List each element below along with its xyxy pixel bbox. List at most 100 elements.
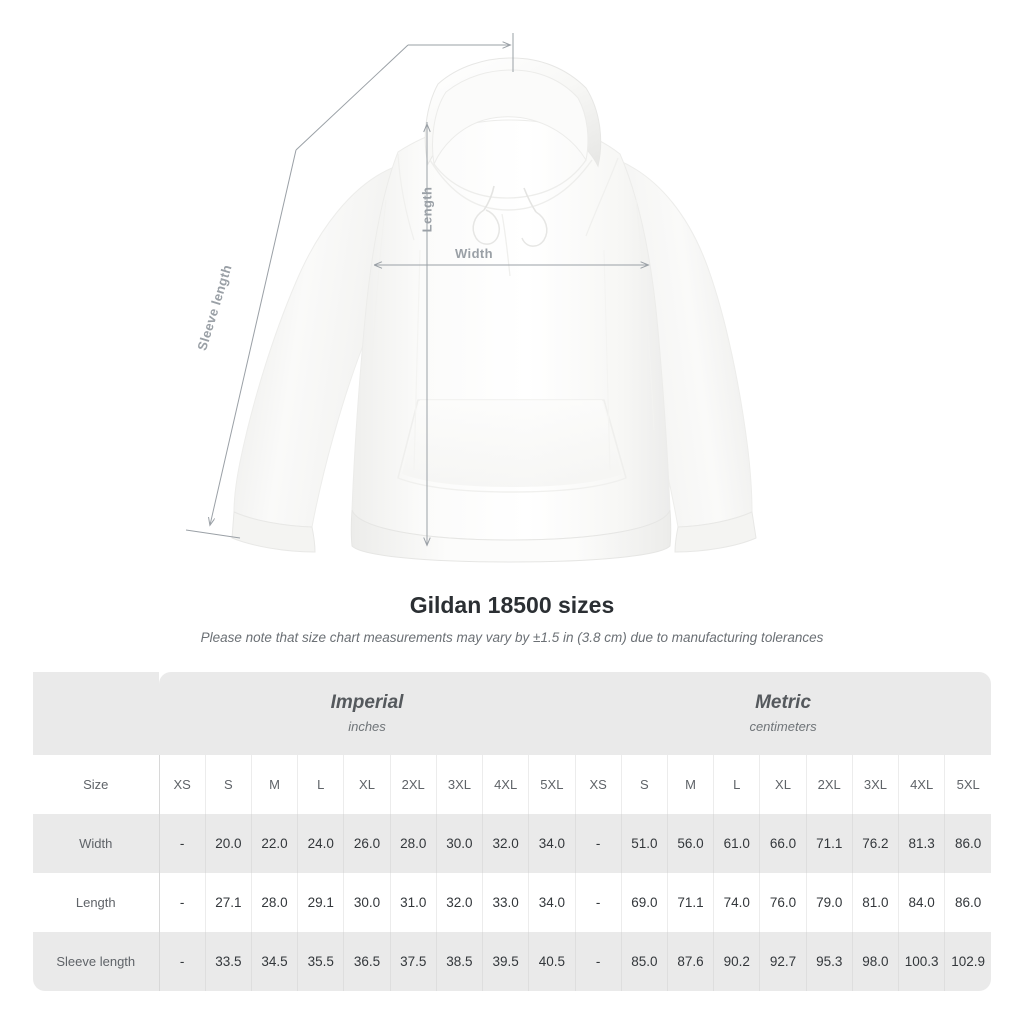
hoodie-garment bbox=[231, 57, 757, 563]
cell-sleeve-length-imperial-xs: - bbox=[158, 932, 206, 991]
size-header-metric-xl: XL bbox=[759, 755, 807, 814]
cell-sleeve-length-metric-2xl: 95.3 bbox=[805, 932, 853, 991]
cell-length-metric-xs: - bbox=[574, 873, 622, 932]
size-header-metric-l: L bbox=[713, 755, 760, 814]
cell-sleeve-length-metric-l: 90.2 bbox=[713, 932, 760, 991]
tolerance-note: Please note that size chart measurements… bbox=[200, 630, 824, 645]
cell-sleeve-length-imperial-4xl: 39.5 bbox=[482, 932, 529, 991]
unit-system-metric-unit: centimeters bbox=[749, 719, 817, 734]
cell-width-imperial-s: 20.0 bbox=[204, 814, 252, 873]
cell-width-metric-m: 56.0 bbox=[666, 814, 714, 873]
cell-length-metric-3xl: 81.0 bbox=[851, 873, 899, 932]
unit-system-banner-row: Imperial inches Metric centimeters bbox=[33, 672, 992, 755]
cell-length-imperial-4xl: 33.0 bbox=[482, 873, 529, 932]
cell-width-metric-s: 51.0 bbox=[620, 814, 668, 873]
cell-width-imperial-4xl: 32.0 bbox=[482, 814, 529, 873]
cell-sleeve-length-imperial-l: 35.5 bbox=[297, 932, 344, 991]
cell-length-imperial-2xl: 31.0 bbox=[389, 873, 437, 932]
sleeve-length-leader-diagonal bbox=[295, 44, 409, 151]
cell-sleeve-length-imperial-2xl: 37.5 bbox=[389, 932, 437, 991]
size-header-row: Size XS S M L XL 2XL 3XL 4XL 5XL XS S M L XL 2XL 3XL 4XL 5… bbox=[33, 755, 992, 814]
cell-length-imperial-xs: - bbox=[158, 873, 206, 932]
cell-length-imperial-m: 28.0 bbox=[250, 873, 298, 932]
size-header-imperial-s: S bbox=[204, 755, 252, 814]
size-header-imperial-2xl: 2XL bbox=[389, 755, 437, 814]
cell-width-metric-3xl: 76.2 bbox=[851, 814, 899, 873]
product-figure: Sleeve length Length Width bbox=[185, 33, 757, 563]
hoodie-illustration bbox=[185, 33, 757, 563]
cell-length-metric-l: 74.0 bbox=[713, 873, 760, 932]
cell-width-imperial-2xl: 28.0 bbox=[389, 814, 437, 873]
size-header-metric-xs: XS bbox=[574, 755, 622, 814]
size-header-imperial-4xl: 4XL bbox=[482, 755, 529, 814]
unit-system-imperial-unit: inches bbox=[348, 719, 386, 734]
cell-width-metric-xs: - bbox=[574, 814, 622, 873]
cell-sleeve-length-imperial-3xl: 38.5 bbox=[435, 932, 483, 991]
size-header-imperial-5xl: 5XL bbox=[528, 755, 575, 814]
cell-sleeve-length-imperial-5xl: 40.5 bbox=[528, 932, 575, 991]
cell-sleeve-length-metric-m: 87.6 bbox=[666, 932, 714, 991]
size-header-imperial-xl: XL bbox=[343, 755, 391, 814]
size-chart-table: Imperial inches Metric centimeters Size X… bbox=[33, 672, 992, 991]
cell-width-imperial-m: 22.0 bbox=[250, 814, 298, 873]
size-header-imperial-xs: XS bbox=[158, 755, 206, 814]
cell-sleeve-length-imperial-s: 33.5 bbox=[204, 932, 252, 991]
cell-length-metric-xl: 76.0 bbox=[759, 873, 807, 932]
cell-width-imperial-xl: 26.0 bbox=[343, 814, 391, 873]
unit-system-metric: Metric centimeters bbox=[575, 672, 992, 755]
table-row: Length -27.1 28.0 29.1 30.0 31.0 32.0 33.0 34.0-… bbox=[33, 873, 992, 932]
cell-sleeve-length-metric-xs: - bbox=[574, 932, 622, 991]
size-header-imperial-l: L bbox=[297, 755, 344, 814]
cell-sleeve-length-metric-4xl: 100.3 bbox=[898, 932, 945, 991]
sleeve-length-line bbox=[210, 149, 297, 525]
cell-width-imperial-5xl: 34.0 bbox=[528, 814, 575, 873]
length-dimension-label: Length bbox=[419, 186, 435, 233]
cell-width-imperial-xs: - bbox=[158, 814, 206, 873]
cell-width-metric-4xl: 81.3 bbox=[898, 814, 945, 873]
cell-sleeve-length-metric-xl: 92.7 bbox=[759, 932, 807, 991]
row-label-length: Length bbox=[33, 873, 159, 932]
unit-banner-spacer bbox=[33, 672, 159, 755]
cell-length-metric-4xl: 84.0 bbox=[898, 873, 945, 932]
cell-length-imperial-xl: 30.0 bbox=[343, 873, 391, 932]
cell-sleeve-length-metric-s: 85.0 bbox=[620, 932, 668, 991]
cell-length-metric-2xl: 79.0 bbox=[805, 873, 853, 932]
size-chart-body: Width -20.0 22.0 24.0 26.0 28.0 30.0 32.0 34.0-5… bbox=[33, 814, 992, 991]
cell-sleeve-length-imperial-m: 34.5 bbox=[250, 932, 298, 991]
size-header-metric-4xl: 4XL bbox=[898, 755, 945, 814]
cell-length-metric-s: 69.0 bbox=[620, 873, 668, 932]
cell-width-metric-l: 61.0 bbox=[713, 814, 760, 873]
width-dimension-label: Width bbox=[455, 246, 493, 261]
size-chart-container: Imperial inches Metric centimeters Size X… bbox=[33, 672, 992, 991]
page-title: Gildan 18500 sizes bbox=[409, 592, 615, 618]
unit-system-imperial-name: Imperial bbox=[330, 692, 404, 713]
cell-sleeve-length-metric-5xl: 102.9 bbox=[944, 932, 992, 991]
size-header-metric-m: M bbox=[666, 755, 714, 814]
row-label-sleeve-length: Sleeve length bbox=[33, 932, 159, 991]
sleeve-length-bottom-tick bbox=[185, 529, 241, 539]
size-header-label: Size bbox=[33, 755, 159, 814]
title-block: Gildan 18500 sizes Please note that size… bbox=[0, 590, 1024, 647]
size-header-metric-s: S bbox=[620, 755, 668, 814]
cell-width-metric-5xl: 86.0 bbox=[944, 814, 992, 873]
size-header-imperial-m: M bbox=[250, 755, 298, 814]
cell-length-imperial-s: 27.1 bbox=[204, 873, 252, 932]
cell-width-imperial-l: 24.0 bbox=[297, 814, 344, 873]
cell-length-metric-m: 71.1 bbox=[666, 873, 714, 932]
size-header-metric-2xl: 2XL bbox=[805, 755, 853, 814]
cell-width-imperial-3xl: 30.0 bbox=[435, 814, 483, 873]
cell-length-imperial-5xl: 34.0 bbox=[528, 873, 575, 932]
cell-length-imperial-l: 29.1 bbox=[297, 873, 344, 932]
cell-width-metric-2xl: 71.1 bbox=[805, 814, 853, 873]
table-row: Width -20.0 22.0 24.0 26.0 28.0 30.0 32.0 34.0-5… bbox=[33, 814, 992, 873]
table-row: Sleeve length -33.5 34.5 35.5 36.5 37.5 38.5 39… bbox=[33, 932, 992, 991]
size-header-metric-5xl: 5XL bbox=[944, 755, 992, 814]
row-label-width: Width bbox=[33, 814, 159, 873]
unit-system-imperial: Imperial inches bbox=[159, 672, 575, 755]
cell-width-metric-xl: 66.0 bbox=[759, 814, 807, 873]
measurement-guides bbox=[185, 33, 648, 545]
cell-sleeve-length-imperial-xl: 36.5 bbox=[343, 932, 391, 991]
unit-system-metric-name: Metric bbox=[755, 692, 812, 713]
size-header-metric-3xl: 3XL bbox=[851, 755, 899, 814]
cell-length-imperial-3xl: 32.0 bbox=[435, 873, 483, 932]
